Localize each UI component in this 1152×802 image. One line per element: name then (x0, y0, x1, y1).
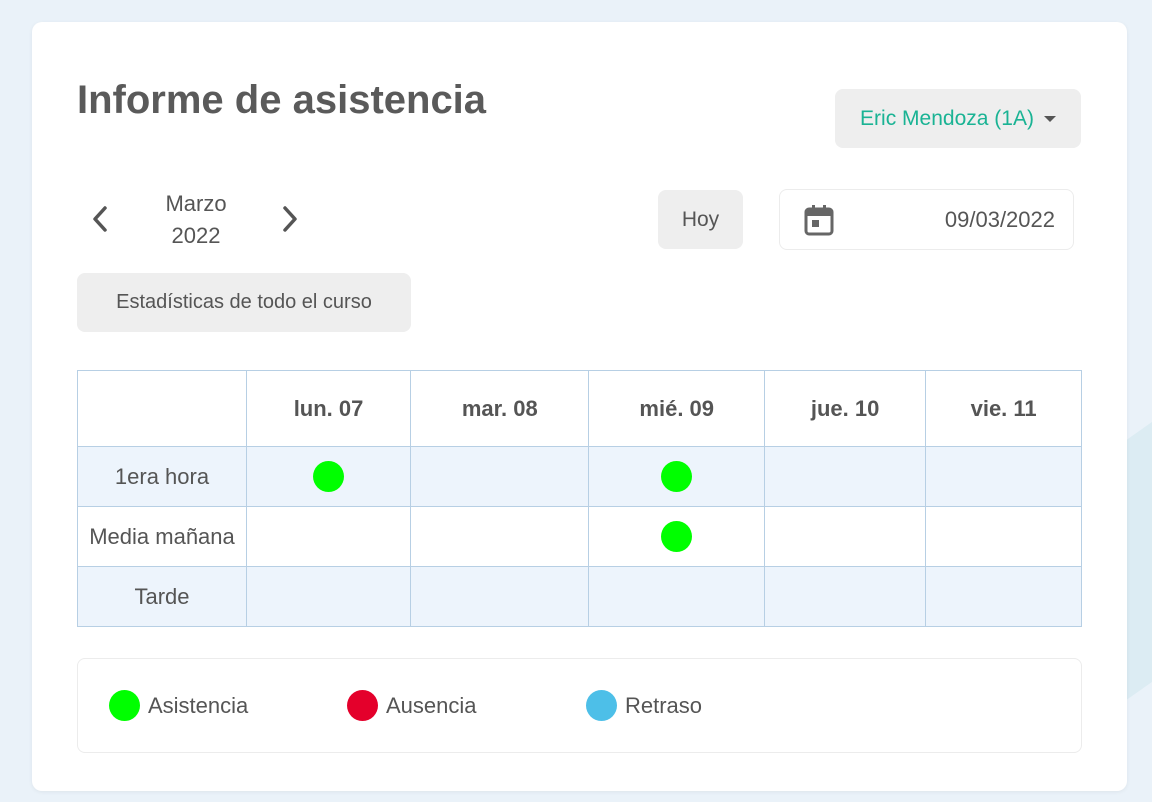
chevron-left-icon (93, 206, 107, 232)
attendance-cell[interactable] (588, 566, 765, 627)
attendance-cell[interactable] (763, 506, 927, 567)
period-label: Media mañana (77, 506, 247, 567)
legend-label: Asistencia (148, 692, 249, 718)
day-header: lun. 07 (245, 370, 412, 447)
attendance-cell[interactable] (925, 506, 1082, 567)
late-dot-icon (586, 690, 617, 721)
student-selector-button[interactable]: Eric Mendoza (1A) (835, 89, 1081, 148)
current-year: 2022 (171, 223, 221, 248)
attendance-cell[interactable] (763, 566, 927, 627)
attendance-card: Informe de asistencia Eric Mendoza (1A) … (32, 22, 1127, 791)
attendance-dot-icon (109, 690, 140, 721)
asistencia-dot-icon (661, 461, 693, 492)
attendance-cell[interactable] (410, 506, 590, 567)
caret-down-icon (1043, 115, 1056, 122)
legend-item-retraso: Retraso (586, 690, 702, 721)
period-label: 1era hora (77, 446, 247, 507)
legend: Asistencia Ausencia Retraso (77, 658, 1082, 753)
page-title: Informe de asistencia (77, 78, 487, 122)
attendance-cell[interactable] (410, 446, 590, 507)
day-header: vie. 11 (925, 370, 1082, 447)
attendance-cell[interactable] (245, 566, 412, 627)
attendance-cell[interactable] (245, 446, 412, 507)
table-row: Media mañana (77, 506, 1082, 567)
next-month-button[interactable] (270, 199, 310, 239)
legend-item-ausencia: Ausencia (347, 690, 477, 721)
header-corner-cell (77, 370, 247, 447)
date-value: 09/03/2022 (944, 206, 1055, 232)
table-header-row: lun. 07 mar. 08 mié. 09 jue. 10 vie. 11 (77, 370, 1082, 447)
attendance-cell[interactable] (763, 446, 927, 507)
legend-item-asistencia: Asistencia (109, 690, 248, 721)
attendance-cell[interactable] (410, 566, 590, 627)
day-header: mar. 08 (410, 370, 590, 447)
absence-dot-icon (347, 690, 378, 721)
legend-label: Ausencia (386, 692, 477, 718)
table-row: Tarde (77, 566, 1082, 627)
table-row: 1era hora (77, 446, 1082, 507)
asistencia-dot-icon (313, 461, 345, 492)
attendance-cell[interactable] (925, 446, 1082, 507)
date-field[interactable]: 09/03/2022 (779, 189, 1074, 250)
previous-month-button[interactable] (80, 199, 120, 239)
asistencia-dot-icon (661, 521, 693, 552)
legend-label: Retraso (625, 692, 703, 718)
student-selector-label: Eric Mendoza (1A) (860, 106, 1034, 130)
course-stats-button[interactable]: Estadísticas de todo el curso (77, 273, 411, 332)
current-month: Marzo (165, 191, 227, 216)
attendance-table: lun. 07 mar. 08 mié. 09 jue. 10 vie. 11 … (77, 370, 1082, 627)
attendance-cell[interactable] (588, 506, 765, 567)
day-header: jue. 10 (763, 370, 927, 447)
day-header: mié. 09 (588, 370, 765, 447)
attendance-cell[interactable] (925, 566, 1082, 627)
today-button[interactable]: Hoy (658, 190, 743, 249)
period-label: Tarde (77, 566, 247, 627)
attendance-cell[interactable] (588, 446, 765, 507)
chevron-right-icon (283, 206, 297, 232)
attendance-cell[interactable] (245, 506, 412, 567)
calendar-icon (804, 204, 834, 235)
current-period: Marzo 2022 (146, 188, 246, 252)
